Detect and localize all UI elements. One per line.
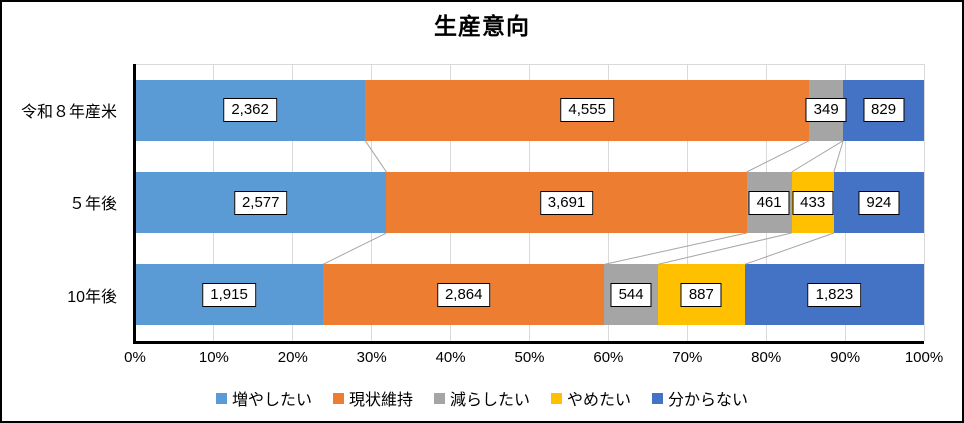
legend-label: 現状維持 [348, 392, 413, 409]
series-line [322, 232, 387, 265]
value-label: 349 [805, 98, 847, 123]
legend-item: 現状維持 [332, 386, 413, 410]
legend-label: 分からない [668, 392, 749, 409]
value-label: 1,915 [202, 282, 256, 307]
bar-row: 2,577 3,691 461 433 924 [135, 172, 924, 233]
value-label: 4,555 [560, 98, 614, 123]
x-tick-label: 40% [435, 349, 466, 366]
series-line [657, 232, 792, 265]
x-tick-label: 100% [904, 349, 944, 366]
value-label: 1,823 [807, 282, 862, 307]
x-tick-label: 30% [356, 349, 387, 366]
value-label: 461 [748, 190, 790, 215]
bar-row: 1,915 2,864 544 887 1,823 [135, 264, 924, 326]
value-label: 887 [680, 282, 722, 307]
bar-segment: 2,577 [135, 172, 387, 233]
bar-segment: 829 [843, 79, 924, 141]
bar-segment: 924 [833, 172, 924, 233]
y-axis-line [133, 64, 136, 344]
x-tick-label: 90% [830, 349, 861, 366]
bar-segment: 544 [604, 264, 658, 326]
category-label: 10年後 [67, 288, 117, 306]
bar-segment: 2,864 [323, 264, 605, 326]
legend-swatch-icon [652, 392, 664, 404]
category-label: ５年後 [68, 196, 117, 214]
value-label: 3,691 [539, 190, 594, 215]
bar-segment: 1,915 [135, 264, 324, 326]
legend-label: やめたい [567, 392, 632, 409]
value-label: 924 [858, 190, 900, 215]
bar-segment: 461 [746, 172, 792, 233]
series-line [364, 140, 387, 173]
series-line [604, 232, 747, 265]
legend-swatch-icon [551, 392, 562, 404]
legend: 増やしたい 現状維持 減らしたい やめたい 分からない [2, 386, 962, 410]
x-tick-label: 10% [198, 349, 229, 366]
value-label: 433 [792, 190, 834, 215]
bar-segment: 349 [805, 79, 847, 141]
x-tick-label: 60% [593, 349, 624, 366]
bar-segment: 2,362 [135, 79, 366, 141]
bar-segment: 1,823 [744, 264, 924, 326]
bar-row: 2,362 4,555 349 829 [135, 79, 924, 141]
bar-segment: 4,555 [365, 79, 810, 141]
x-tick-label: 70% [672, 349, 703, 366]
x-axis-line [133, 341, 924, 344]
legend-swatch-icon [332, 392, 344, 404]
value-label: 829 [863, 98, 905, 123]
x-tick-label: 80% [751, 349, 782, 366]
legend-item: 分からない [652, 386, 748, 410]
legend-item: やめたい [551, 386, 631, 410]
legend-item: 増やしたい [215, 386, 312, 410]
plot-area: 2,362 4,555 349 829 2,577 3,691 461 433 924 1,915… [133, 64, 925, 344]
x-tick-label: 0% [124, 349, 146, 366]
bar-segment: 3,691 [386, 172, 747, 233]
category-label: 令和８年産米 [20, 104, 117, 122]
series-line [746, 140, 810, 173]
bar-segment: 433 [791, 172, 834, 233]
x-tick-label: 20% [277, 349, 308, 366]
chart-title: 生産意向 [434, 13, 530, 39]
legend-label: 減らしたい [449, 392, 530, 409]
legend-label: 増やしたい [231, 392, 312, 409]
series-line [791, 140, 844, 173]
bar-segment: 887 [657, 264, 745, 326]
series-line [744, 232, 835, 265]
gridline [923, 64, 925, 341]
value-label: 544 [610, 282, 652, 307]
x-tick-label: 50% [514, 349, 545, 366]
legend-swatch-icon [433, 392, 445, 404]
legend-swatch-icon [215, 392, 227, 404]
value-label: 2,864 [436, 282, 491, 307]
legend-item: 減らしたい [433, 386, 530, 410]
series-line [833, 140, 844, 173]
value-label: 2,577 [233, 190, 288, 215]
value-label: 2,362 [223, 98, 277, 123]
